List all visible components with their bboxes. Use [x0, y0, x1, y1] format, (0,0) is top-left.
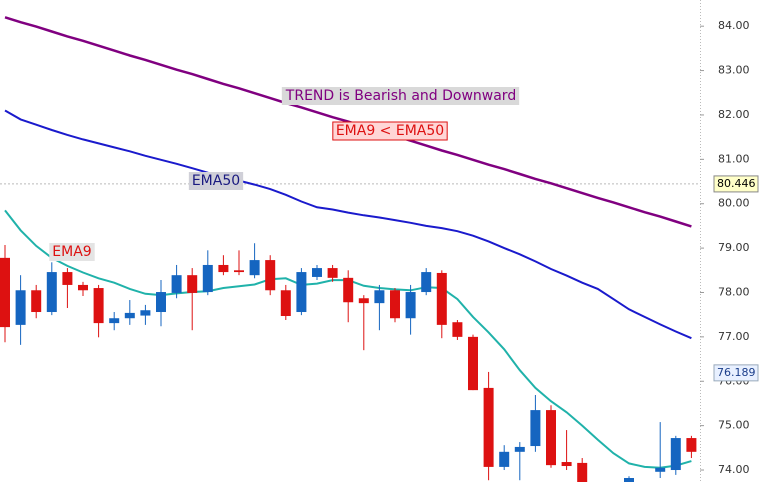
- candle-body: [296, 272, 307, 313]
- candle-body: [62, 272, 73, 285]
- candle-body: [187, 275, 198, 293]
- candle-body: [171, 275, 182, 293]
- candle-body: [202, 264, 213, 293]
- candle-body: [670, 438, 681, 471]
- y-tick-label: 84.00: [718, 19, 750, 32]
- annotation: EMA9 < EMA50: [336, 123, 444, 139]
- candle-body: [78, 284, 88, 291]
- ema-line: [4, 109, 692, 340]
- price-marker-box: [713, 364, 759, 382]
- candle-body: [452, 322, 463, 337]
- annotation: TREND is Bearish and Downward: [285, 88, 516, 104]
- candle-body: [31, 290, 42, 313]
- candle-body: [46, 272, 57, 313]
- y-tick-label: 79.00: [718, 241, 750, 254]
- candle-body: [124, 312, 135, 319]
- crosshair-label: 80.446: [717, 177, 756, 190]
- candle-body: [374, 290, 385, 304]
- candle-body: [530, 410, 541, 447]
- candle-body: [93, 288, 104, 324]
- annotation-box: [332, 121, 448, 141]
- candle-body: [156, 292, 166, 313]
- candle-body: [140, 310, 151, 316]
- y-tick-label: 81.00: [718, 152, 750, 165]
- candle-body: [561, 462, 572, 467]
- candle-body: [390, 290, 400, 319]
- candle-body: [686, 438, 697, 452]
- candle-body: [15, 290, 26, 325]
- candle-body: [343, 277, 354, 303]
- candle-body: [109, 318, 120, 324]
- y-tick-label: 78.00: [718, 285, 750, 298]
- y-tick-label: 83.00: [718, 64, 750, 77]
- candle-body: [280, 290, 291, 317]
- candle-body: [312, 268, 322, 277]
- candle-body: [218, 264, 229, 273]
- plot-area: [0, 16, 700, 482]
- y-tick-label: 75.00: [718, 419, 750, 432]
- candle-body: [265, 260, 276, 291]
- annotation: EMA50: [192, 173, 240, 189]
- candle-body: [421, 272, 432, 293]
- candle-body: [436, 272, 447, 325]
- candle-body: [655, 467, 666, 472]
- annotation: EMA9: [52, 244, 91, 260]
- candle-body: [0, 257, 10, 328]
- candle-body: [405, 292, 416, 319]
- y-tick-label: 74.00: [718, 463, 750, 476]
- candle-body: [468, 336, 478, 391]
- candle-body: [577, 462, 588, 482]
- candle-body: [624, 478, 634, 482]
- candle-body: [327, 268, 338, 278]
- candle-body: [234, 270, 244, 273]
- y-tick-label: 80.00: [718, 197, 750, 210]
- y-tick-label: 82.00: [718, 108, 750, 121]
- candle-body: [249, 260, 260, 276]
- candle-body: [358, 298, 369, 304]
- price-marker-label: 76.189: [717, 366, 756, 379]
- crosshair-label-box: [713, 175, 759, 193]
- price-axis: 74.0075.0076.0077.0078.0079.0080.0081.00…: [700, 19, 759, 476]
- candle-body: [546, 410, 556, 466]
- y-tick-label: 77.00: [718, 330, 750, 343]
- annotation-box: [281, 87, 520, 105]
- candle-body: [499, 451, 510, 467]
- candle-body: [514, 446, 525, 452]
- annotation-box: [188, 172, 244, 190]
- candle-body: [483, 387, 494, 467]
- annotation-box: [49, 243, 95, 261]
